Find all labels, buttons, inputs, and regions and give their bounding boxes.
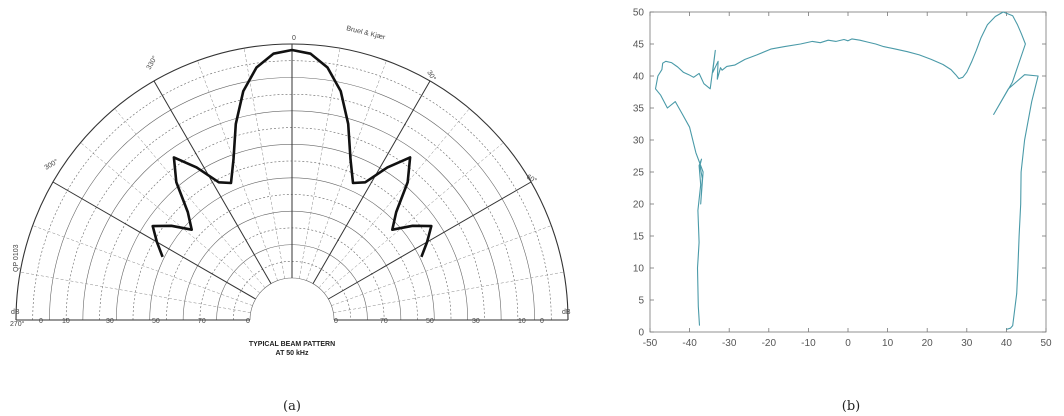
x-tick-label: -30 [722,338,737,349]
x-tick-label: 0 [845,338,851,349]
polar-minor-spoke [197,60,278,281]
y-tick-label: 30 [633,136,645,147]
line-chart-panel: -50 -40 -30 -20 -10 0 10 20 30 40 50 0 5 10 15 20 25 30 3… [633,8,1052,415]
caption-a: (a) [283,399,301,414]
y-tick-label: 20 [633,200,645,211]
polar-footer-line2: AT 50 kHz [276,350,309,357]
y-tick-label: 15 [633,232,645,243]
y-tick-label: 10 [633,264,645,275]
end-label-right: dB [562,309,571,316]
x-tick-label: -40 [682,338,697,349]
polar-major-spoke [153,80,272,284]
polar-ring [249,277,335,321]
maker-label: Bruel & Kjær [346,25,387,42]
left-scale-inner-0: 0 [246,318,250,325]
x-tick-label: 10 [882,338,894,349]
right-scale-50: 50 [426,318,434,325]
left-scale-50: 50 [152,318,160,325]
right-scale-0: 0 [334,318,338,325]
polar-minor-spoke [318,108,470,288]
polar-minor-spoke [299,48,341,279]
left-scale-30: 30 [106,318,114,325]
polar-angle-spokes [16,44,568,321]
polar-major-spoke [328,181,532,300]
left-scale-70: 70 [198,318,206,325]
x-tick-label: -10 [801,338,816,349]
data-series-line [654,11,1039,330]
angle-label-30: 30° [425,69,437,82]
x-tick-label: 30 [961,338,973,349]
x-tick-label: -50 [643,338,658,349]
x-tick-label: 50 [1040,338,1052,349]
y-axis-ticks: 0 5 10 15 20 25 30 35 40 45 50 [633,8,1046,339]
right-scale-30: 30 [472,318,480,325]
y-tick-label: 45 [633,40,645,51]
polar-minor-spoke [324,142,504,294]
right-scale-10: 10 [518,318,526,325]
end-label-left: dB [11,309,20,316]
polar-minor-spoke [32,225,253,306]
polar-chart-panel: 0 330° 30° 300° 60° 270° dB Bruel & Kjær… [10,25,571,414]
polar-minor-spoke [306,60,387,281]
right-scale-end-0: 0 [540,318,544,325]
polar-minor-spoke [331,225,552,306]
type-code-label: QP 0103 [13,244,20,272]
x-tick-label: 20 [922,338,934,349]
angle-label-60: 60° [525,173,538,185]
angle-label-330: 330° [145,54,159,71]
polar-ring [65,93,519,321]
polar-minor-spoke [20,271,251,313]
beam-pattern-curve [151,48,433,258]
x-axis-ticks: -50 -40 -30 -20 -10 0 10 20 30 40 50 [643,12,1052,349]
polar-minor-spoke [114,108,266,288]
polar-minor-spoke [80,142,260,294]
right-scale-70: 70 [380,318,388,325]
polar-footer-line1: TYPICAL BEAM PATTERN [249,341,335,348]
left-scale-10: 10 [62,318,70,325]
polar-ring [99,127,485,321]
y-tick-label: 5 [638,296,644,307]
polar-minor-spoke [333,271,564,313]
y-tick-label: 50 [633,8,645,19]
y-tick-label: 25 [633,168,645,179]
y-tick-label: 35 [633,104,645,115]
y-tick-label: 0 [638,328,644,339]
y-tick-label: 40 [633,72,645,83]
x-tick-label: 40 [1001,338,1013,349]
x-tick-label: -20 [762,338,777,349]
polar-major-spoke [52,181,256,300]
polar-major-spoke [312,80,431,284]
left-scale-0: 0 [39,318,43,325]
angle-label-0: 0 [292,35,296,42]
angle-label-270: 270° [10,320,25,328]
polar-minor-spoke [243,48,285,279]
angle-label-300: 300° [43,157,60,171]
caption-b: (b) [842,399,860,414]
plot-area-frame [649,11,1047,333]
